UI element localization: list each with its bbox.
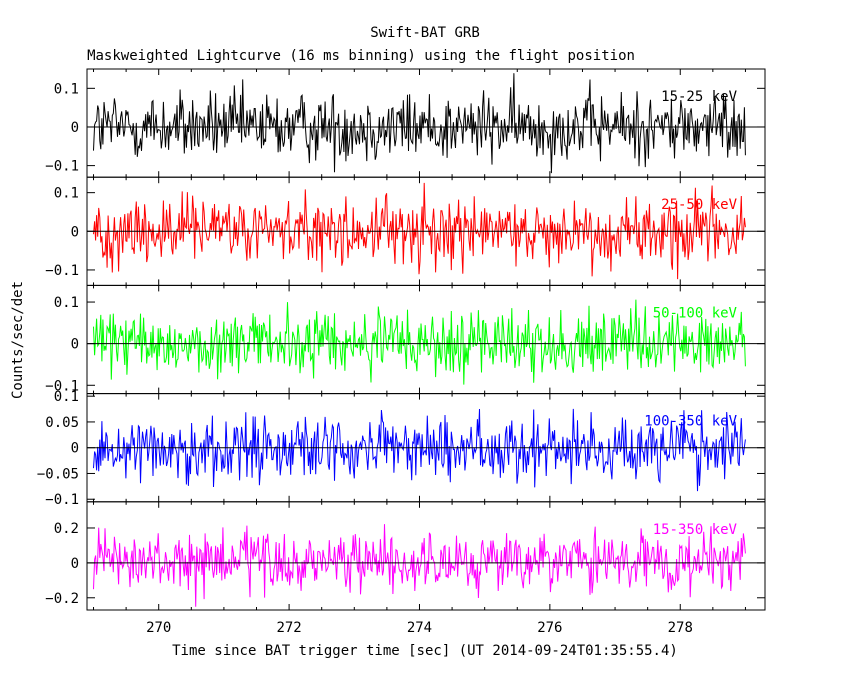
band-label: 15-25 keV — [661, 89, 737, 105]
y-tick-label: 0 — [71, 224, 79, 240]
x-tick-label: 276 — [537, 620, 562, 636]
x-tick-label: 270 — [146, 620, 171, 636]
y-tick-label: 0.1 — [54, 389, 79, 405]
band-label: 50-100 keV — [653, 305, 738, 321]
chart-title: Swift-BAT GRB — [370, 25, 480, 41]
band-label: 15-350 keV — [653, 522, 738, 538]
panel-4: −0.1 −0.05 0 0.05 0.1 100-350 keV — [37, 389, 766, 508]
lightcurve-series — [93, 408, 746, 492]
lightcurve-series — [93, 524, 746, 607]
lightcurve-series — [93, 299, 746, 385]
y-tick-label: −0.1 — [45, 378, 79, 394]
panel-5: −0.2 0 0.2 15-350 keV — [45, 501, 766, 611]
y-tick-label: 0 — [71, 337, 79, 353]
panel-1: −0.1 0 0.1 15-25 keV — [45, 68, 766, 178]
y-tick-label: −0.1 — [45, 492, 79, 508]
lightcurve-series — [93, 73, 746, 174]
panel-2: −0.1 0 0.1 25-50 keV — [45, 176, 766, 286]
x-tick-label: 272 — [276, 620, 301, 636]
band-label: 25-50 keV — [661, 197, 737, 213]
panel-3: −0.1 0 0.1 50-100 keV — [45, 284, 766, 394]
band-label: 100-350 keV — [644, 414, 737, 430]
y-tick-label: −0.05 — [37, 466, 79, 482]
chart-subtitle: Maskweighted Lightcurve (16 ms binning) … — [87, 48, 635, 64]
x-axis-label: Time since BAT trigger time [sec] (UT 20… — [172, 643, 678, 659]
y-tick-label: 0 — [71, 556, 79, 572]
y-tick-label: 0.2 — [54, 521, 79, 537]
y-tick-label: −0.1 — [45, 263, 79, 279]
y-tick-label: −0.1 — [45, 159, 79, 175]
y-tick-label: 0.1 — [54, 295, 79, 311]
y-tick-label: 0 — [71, 441, 79, 457]
y-tick-label: 0.1 — [54, 186, 79, 202]
y-tick-label: 0 — [71, 120, 79, 136]
y-axis-label: Counts/sec/det — [10, 281, 26, 399]
y-tick-label: 0.05 — [45, 415, 79, 431]
panel-frame — [86, 501, 766, 611]
lightcurve-series — [93, 182, 746, 280]
x-tick-label: 274 — [407, 620, 432, 636]
y-tick-label: 0.1 — [54, 81, 79, 97]
x-tick-label: 278 — [668, 620, 693, 636]
y-tick-label: −0.2 — [45, 591, 79, 607]
panels-group: −0.1 0 0.1 15-25 keV −0.1 0 0.1 25-50 keV −0.1 0 0… — [37, 68, 766, 636]
